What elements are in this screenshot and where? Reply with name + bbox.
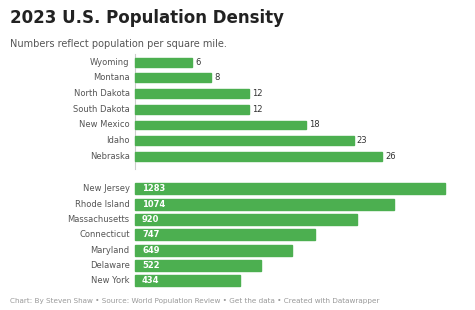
Text: South Dakota: South Dakota xyxy=(73,105,130,114)
FancyBboxPatch shape xyxy=(135,214,357,225)
FancyBboxPatch shape xyxy=(135,58,192,67)
Text: New York: New York xyxy=(91,276,130,285)
Text: 1074: 1074 xyxy=(142,200,165,209)
FancyBboxPatch shape xyxy=(135,199,394,210)
Text: 434: 434 xyxy=(142,276,160,285)
FancyBboxPatch shape xyxy=(135,105,249,114)
Text: 920: 920 xyxy=(142,215,160,224)
FancyBboxPatch shape xyxy=(135,73,211,82)
Text: New Jersey: New Jersey xyxy=(83,184,130,193)
Text: Numbers reflect population per square mile.: Numbers reflect population per square mi… xyxy=(10,39,227,49)
Text: Delaware: Delaware xyxy=(90,261,130,270)
Text: Wyoming: Wyoming xyxy=(90,58,130,67)
Text: 6: 6 xyxy=(195,58,200,67)
Text: Montana: Montana xyxy=(93,73,130,82)
Text: 649: 649 xyxy=(142,246,160,255)
Text: Idaho: Idaho xyxy=(106,136,130,145)
Text: New Mexico: New Mexico xyxy=(79,121,130,130)
Text: 23: 23 xyxy=(357,136,367,145)
Text: 12: 12 xyxy=(252,89,263,98)
Text: 2023 U.S. Population Density: 2023 U.S. Population Density xyxy=(10,9,284,27)
FancyBboxPatch shape xyxy=(135,89,249,98)
FancyBboxPatch shape xyxy=(135,260,261,271)
Text: Rhode Island: Rhode Island xyxy=(75,200,130,209)
FancyBboxPatch shape xyxy=(135,275,240,286)
FancyBboxPatch shape xyxy=(135,121,306,129)
Text: 18: 18 xyxy=(309,121,320,130)
FancyBboxPatch shape xyxy=(135,229,315,240)
Text: 747: 747 xyxy=(142,230,160,239)
Text: 522: 522 xyxy=(142,261,160,270)
FancyBboxPatch shape xyxy=(135,136,354,145)
FancyBboxPatch shape xyxy=(135,245,292,256)
Text: 1283: 1283 xyxy=(142,184,165,193)
Text: Chart: By Steven Shaw • Source: World Population Review • Get the data • Created: Chart: By Steven Shaw • Source: World Po… xyxy=(10,299,379,304)
Text: 12: 12 xyxy=(252,105,263,114)
Text: 8: 8 xyxy=(214,73,219,82)
FancyBboxPatch shape xyxy=(135,152,382,161)
Text: Massachusetts: Massachusetts xyxy=(67,215,130,224)
Text: Nebraska: Nebraska xyxy=(90,152,130,161)
FancyBboxPatch shape xyxy=(135,184,445,194)
Text: North Dakota: North Dakota xyxy=(74,89,130,98)
Text: 26: 26 xyxy=(385,152,396,161)
Text: Maryland: Maryland xyxy=(91,246,130,255)
Text: Connecticut: Connecticut xyxy=(79,230,130,239)
